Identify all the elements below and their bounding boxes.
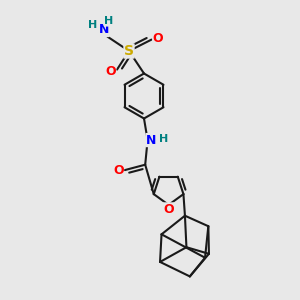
Text: O: O [163,203,174,216]
Text: H: H [88,20,98,30]
Text: N: N [146,134,156,147]
Text: H: H [104,16,113,26]
Text: O: O [105,64,116,78]
Text: S: S [124,44,134,58]
Text: O: O [113,164,124,177]
Text: O: O [153,32,164,45]
Text: N: N [99,23,109,37]
Text: H: H [160,134,169,144]
